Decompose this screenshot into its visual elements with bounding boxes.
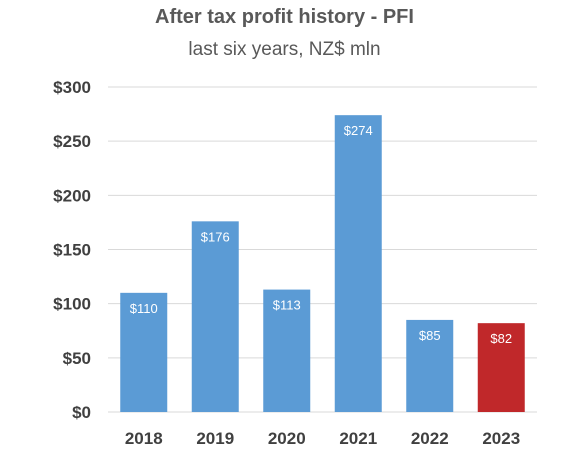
gridlines — [108, 86, 537, 413]
y-tick-label: $250 — [53, 132, 91, 151]
x-tick-label-2021: 2021 — [339, 429, 377, 448]
bars: $110 $176 $113 $274 $85 $82 — [120, 115, 525, 413]
bar-2020 — [263, 289, 311, 412]
chart-subtitle: last six years, NZ$ mln — [188, 39, 381, 60]
bar-2018 — [120, 292, 168, 412]
x-axis-ticks: 2018 2019 2020 2021 2022 2023 — [125, 429, 520, 448]
y-tick-label: $150 — [53, 241, 91, 260]
data-label-2018: $110 — [130, 301, 158, 316]
bar-2022 — [406, 319, 454, 412]
y-tick-label: $100 — [53, 295, 91, 314]
y-tick-label: $300 — [53, 78, 91, 97]
x-tick-label-2019: 2019 — [196, 429, 234, 448]
y-tick-label: $200 — [53, 186, 91, 205]
x-tick-label-2022: 2022 — [411, 429, 449, 448]
data-label-2020: $113 — [273, 298, 301, 313]
data-label-2023: $82 — [490, 331, 512, 346]
data-label-2022: $85 — [419, 328, 441, 343]
y-tick-label: $0 — [72, 403, 91, 422]
data-label-2021: $274 — [344, 123, 373, 138]
x-tick-label-2018: 2018 — [125, 429, 163, 448]
bar-2019 — [191, 221, 239, 412]
data-label-2019: $176 — [201, 229, 230, 244]
x-tick-label-2020: 2020 — [268, 429, 306, 448]
y-axis-ticks: $0 $50 $100 $150 $200 $250 $300 — [53, 78, 91, 422]
x-tick-label-2023: 2023 — [482, 429, 520, 448]
bar-2021 — [334, 115, 382, 413]
y-tick-label: $50 — [63, 349, 91, 368]
chart-title: After tax profit history - PFI — [155, 6, 414, 28]
bar-2023 — [477, 323, 525, 412]
